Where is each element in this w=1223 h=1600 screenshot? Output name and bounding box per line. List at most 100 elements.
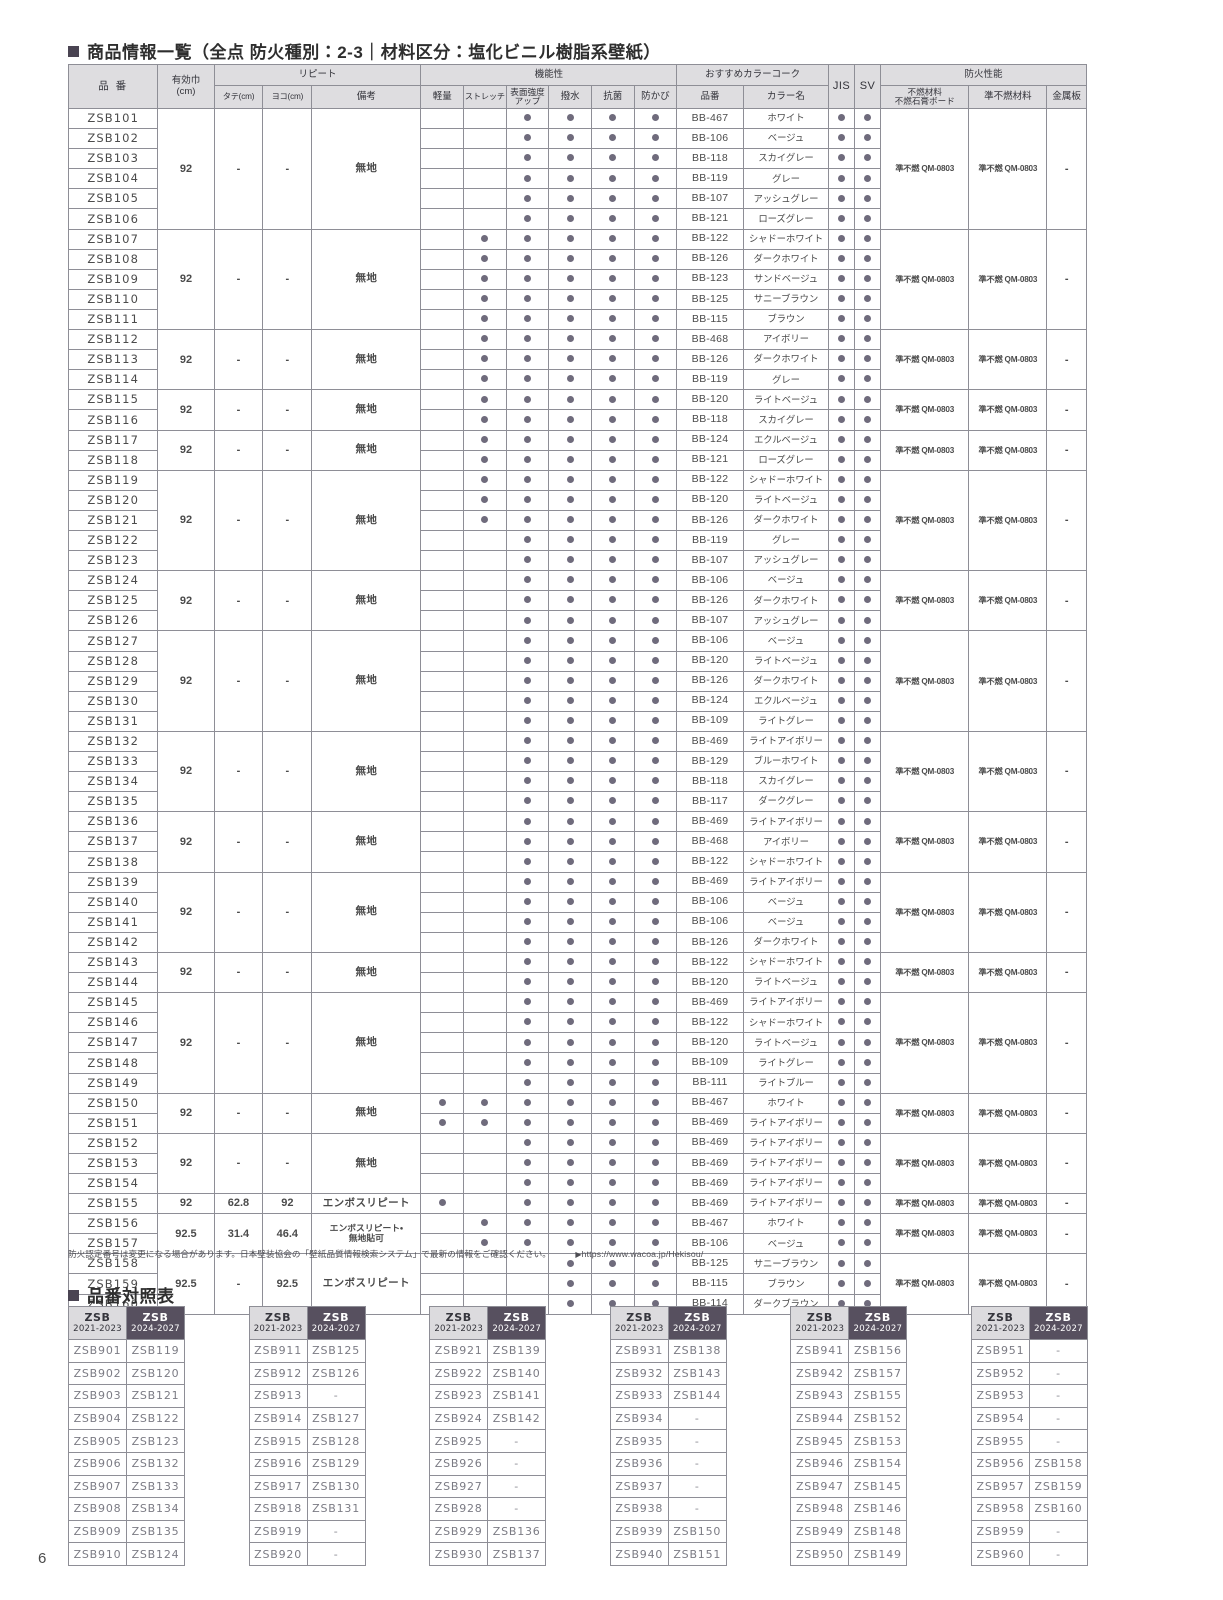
xref-cell-old: ZSB950 [790, 1542, 850, 1566]
cell-stretch [463, 288, 507, 310]
cell-sv [854, 208, 882, 230]
cell-water-repellent [548, 529, 592, 552]
xref-cell-old: ZSB953 [970, 1384, 1030, 1408]
cell-antibacterial [590, 610, 635, 632]
cell-anti-mold [633, 1172, 678, 1195]
cell-antibacterial [590, 630, 635, 652]
cell-lightweight [420, 1152, 465, 1174]
cell-anti-mold [633, 1072, 678, 1094]
cell-product-code: ZSB120 [67, 489, 159, 511]
cell-product-code: ZSB102 [67, 128, 159, 150]
xref-cell-old: ZSB940 [609, 1542, 669, 1566]
xref-cell-old: ZSB957 [970, 1474, 1030, 1499]
th-remarks: 備考 [311, 85, 422, 109]
cell-surface-strength [505, 107, 550, 130]
cell-stretch [463, 148, 507, 170]
xref-header-old: ZSB 2021-2023 [68, 1306, 127, 1340]
cell-water-repellent [548, 1012, 592, 1034]
xref-cell-old: ZSB923 [429, 1384, 489, 1408]
cell-antibacterial [590, 972, 635, 994]
cell-caulk-code: BB-120 [676, 650, 744, 672]
cell-anti-mold [633, 128, 678, 150]
cell-surface-strength [505, 951, 550, 974]
cell-caulk-code: BB-126 [676, 248, 744, 270]
cell-surface-strength [505, 148, 550, 170]
cell-anti-mold [633, 1012, 678, 1034]
footnote-url[interactable]: https://www.wacoa.jp/Hekisou/ [581, 1249, 704, 1259]
table-row: ZSB129 BB-126 ダークホワイト [67, 670, 1087, 692]
cell-repeat-yoko: 92 [262, 1193, 313, 1215]
cell-fire-metal: - [1046, 429, 1087, 471]
cell-antibacterial [590, 550, 635, 572]
xref-cell-new: - [306, 1384, 366, 1408]
cell-stretch [463, 1012, 507, 1034]
cell-repeat-tate: - [213, 329, 264, 391]
cell-antibacterial [590, 268, 635, 290]
cell-repeat-yoko: - [262, 1132, 313, 1195]
cell-lightweight [420, 590, 465, 612]
cell-stretch [463, 690, 507, 712]
cell-sv [854, 992, 882, 1014]
cell-sv [854, 107, 882, 130]
cell-caulk-code: BB-118 [676, 409, 744, 431]
cell-fire-noncombustible: 準不燃 QM-0803 [880, 992, 970, 1094]
cell-stretch [463, 670, 507, 692]
cell-caulk-code: BB-117 [676, 791, 744, 813]
cell-jis [828, 469, 856, 491]
cell-stretch [463, 550, 507, 572]
cell-anti-mold [633, 148, 678, 170]
cell-lightweight [420, 489, 465, 511]
cell-sv [854, 670, 882, 692]
xref-cell-new: ZSB141 [487, 1384, 547, 1408]
xref-header-old: ZSB 2021-2023 [248, 1306, 308, 1340]
cell-stretch [463, 449, 507, 471]
cell-remarks: 無地 [311, 951, 422, 994]
xref-row: ZSB901 ZSB119 [68, 1339, 185, 1363]
table-row: ZSB156 92.5 31.4 46.4 エンボスリピート・ 無地貼可 BB-467 ホワイ… [67, 1213, 1087, 1255]
cell-jis [828, 610, 856, 632]
cell-surface-strength [505, 1012, 550, 1034]
cell-surface-strength [505, 429, 550, 451]
cell-sv [854, 1213, 882, 1235]
cell-stretch [463, 248, 507, 270]
cell-anti-mold [633, 1273, 678, 1295]
cell-jis [828, 529, 856, 552]
xref-row: ZSB942 ZSB157 [790, 1361, 908, 1386]
cell-repeat-yoko: - [262, 1092, 313, 1134]
cell-anti-mold [633, 550, 678, 572]
xref-row: ZSB905 ZSB123 [68, 1429, 185, 1453]
cell-lightweight [420, 107, 465, 130]
cell-water-repellent [548, 248, 592, 270]
cell-effective-width: 92 [157, 730, 215, 813]
xref-cell-new: ZSB144 [667, 1384, 727, 1408]
cell-repeat-tate: - [213, 992, 264, 1094]
cell-surface-strength [505, 489, 550, 511]
th-anti-mold: 防かび [633, 85, 678, 109]
cell-water-repellent [548, 509, 592, 531]
xref-cell-new: - [667, 1497, 727, 1521]
cell-anti-mold [633, 610, 678, 632]
cell-antibacterial [590, 891, 635, 913]
table-row: ZSB122 BB-119 グレー [67, 529, 1087, 552]
cell-sv [854, 570, 882, 592]
xref-cell-new: - [306, 1519, 366, 1544]
cell-stretch [463, 329, 507, 351]
page-number: 6 [38, 1550, 47, 1567]
cell-caulk-color-name: アッシュグレー [742, 188, 830, 210]
table-row: ZSB124 92- - 無地 BB-106 ベージュ 準不燃 QM-0803 準不燃 QM-… [67, 570, 1087, 632]
cell-water-repellent [548, 128, 592, 150]
cell-caulk-code: BB-469 [676, 1112, 744, 1134]
cell-water-repellent [548, 469, 592, 491]
cell-lightweight [420, 1092, 465, 1114]
cell-caulk-code: BB-122 [676, 228, 744, 250]
cell-anti-mold [633, 590, 678, 612]
xref-cell-old: ZSB936 [609, 1451, 669, 1476]
xref-cell-new: ZSB142 [487, 1406, 547, 1431]
cell-lightweight [420, 429, 465, 451]
cell-antibacterial [590, 951, 635, 974]
cell-antibacterial [590, 871, 635, 893]
cell-caulk-code: BB-109 [676, 1052, 744, 1074]
cell-surface-strength [505, 1132, 550, 1154]
bullet-square-icon [68, 1290, 79, 1301]
cell-lightweight [420, 871, 465, 893]
